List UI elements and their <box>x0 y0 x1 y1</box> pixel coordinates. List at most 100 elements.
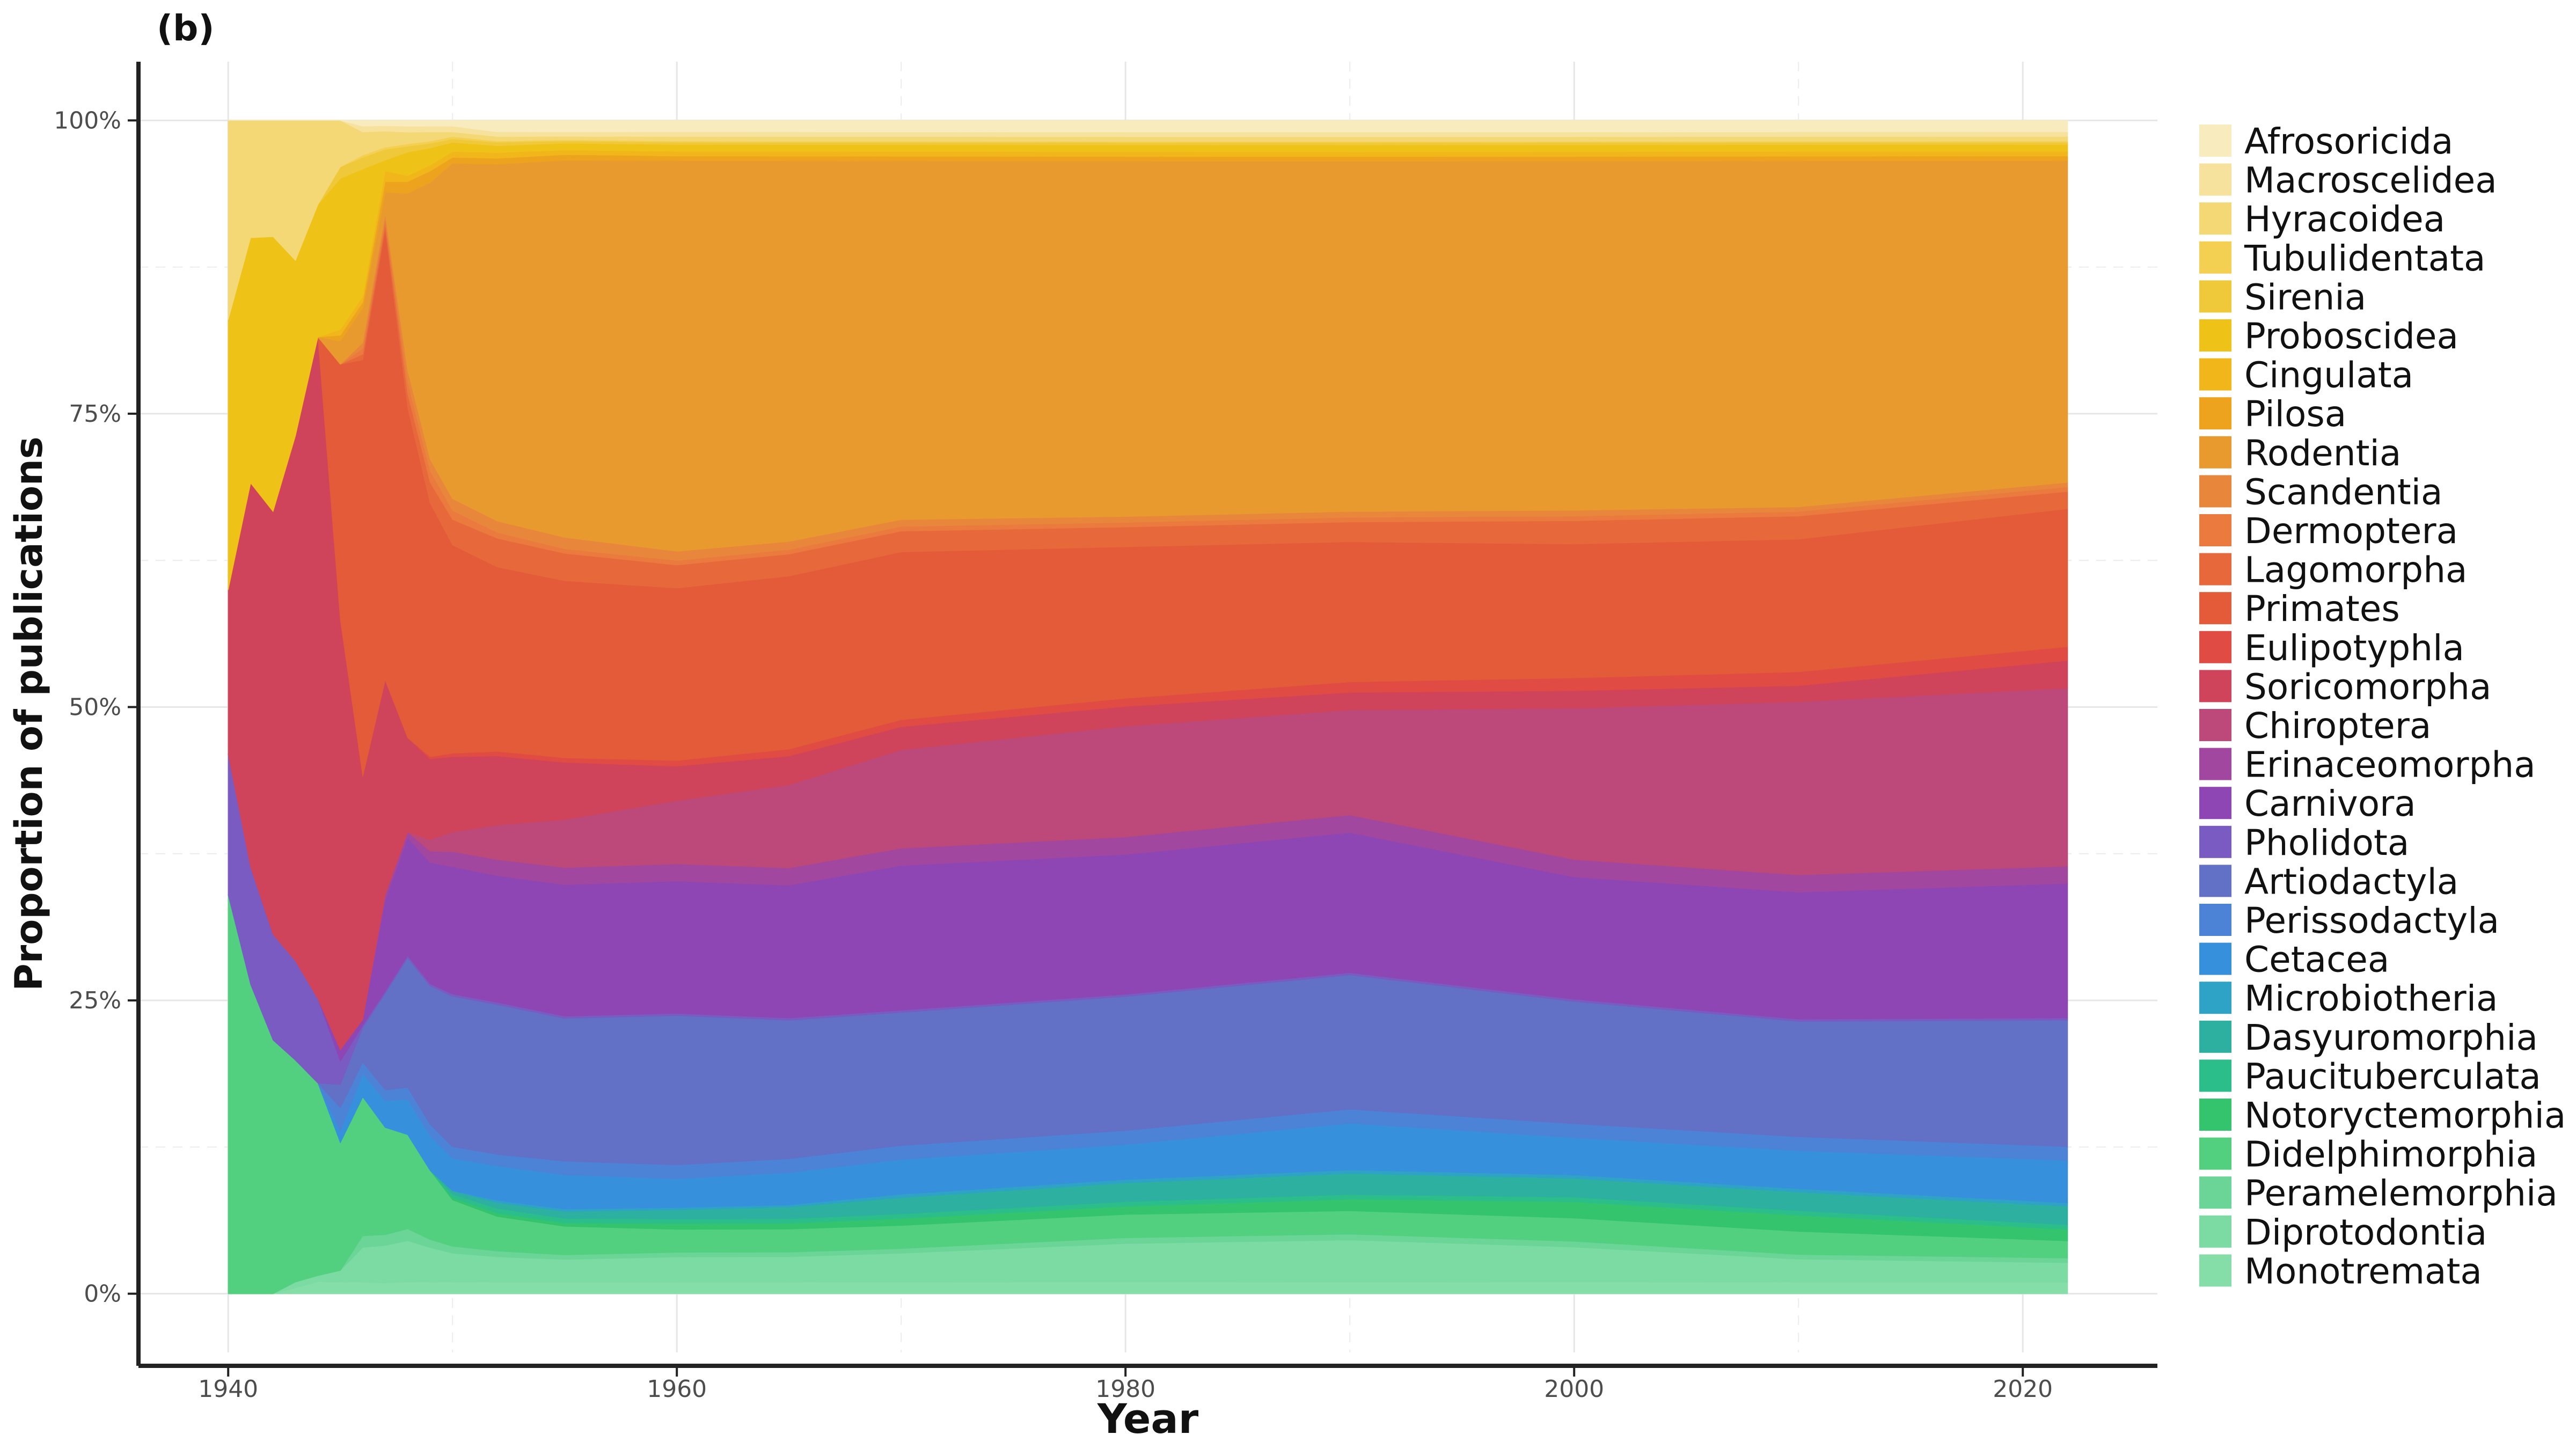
legend-swatch <box>2199 1059 2231 1092</box>
legend-item-diprotodontia: Diprotodontia <box>2199 1212 2487 1253</box>
legend-item-eulipotyphla: Eulipotyphla <box>2199 627 2464 669</box>
legend-item-sirenia: Sirenia <box>2199 276 2366 318</box>
legend-swatch <box>2199 982 2231 1014</box>
legend-swatch <box>2199 202 2231 235</box>
legend-swatch <box>2199 475 2231 508</box>
legend-item-scandentia: Scandentia <box>2199 471 2442 513</box>
y-tick-label: 100% <box>54 107 121 134</box>
legend-swatch <box>2199 865 2231 897</box>
legend-swatch <box>2199 1020 2231 1053</box>
legend-swatch <box>2199 358 2231 391</box>
x-tick-label: 1940 <box>198 1375 258 1403</box>
y-ticks: 0% 25% 50% 75% 100% <box>54 107 138 1308</box>
legend-swatch <box>2199 125 2231 157</box>
legend-swatch <box>2199 163 2231 196</box>
legend-swatch <box>2199 1176 2231 1209</box>
legend-label: Chiroptera <box>2244 705 2431 747</box>
legend-swatch <box>2199 592 2231 625</box>
legend-label: Lagomorpha <box>2244 550 2467 591</box>
legend-swatch <box>2199 709 2231 741</box>
legend-swatch <box>2199 748 2231 780</box>
legend-item-proboscidea: Proboscidea <box>2199 316 2458 357</box>
legend-item-artiodactyla: Artiodactyla <box>2199 861 2458 902</box>
legend-label: Soricomorpha <box>2244 666 2491 707</box>
legend-item-dermoptera: Dermoptera <box>2199 510 2458 552</box>
legend-label: Erinaceomorpha <box>2244 744 2536 786</box>
legend-label: Rodentia <box>2244 433 2401 474</box>
x-tick-label: 2020 <box>1993 1375 2053 1403</box>
legend-item-carnivora: Carnivora <box>2199 783 2416 824</box>
legend-label: Proboscidea <box>2244 316 2458 357</box>
legend-swatch <box>2199 1254 2231 1287</box>
legend-label: Monotremata <box>2244 1250 2482 1292</box>
legend-item-microbiotheria: Microbiotheria <box>2199 978 2498 1019</box>
legend-swatch <box>2199 942 2231 975</box>
legend-label: Didelphimorphia <box>2244 1134 2537 1175</box>
legend-item-lagomorpha: Lagomorpha <box>2199 550 2467 591</box>
legend-item-monotremata: Monotremata <box>2199 1250 2482 1292</box>
legend-item-peramelemorphia: Peramelemorphia <box>2199 1173 2558 1214</box>
legend-label: Microbiotheria <box>2244 978 2498 1019</box>
legend-label: Cingulata <box>2244 355 2413 396</box>
panel-label: (b) <box>157 8 215 49</box>
legend-item-notoryctemorphia: Notoryctemorphia <box>2199 1095 2566 1136</box>
legend-swatch <box>2199 825 2231 858</box>
legend-swatch <box>2199 553 2231 586</box>
legend-label: Cetacea <box>2244 939 2389 980</box>
legend-item-hyracoidea: Hyracoidea <box>2199 199 2445 240</box>
legend-item-pholidota: Pholidota <box>2199 822 2409 863</box>
legend-swatch <box>2199 670 2231 702</box>
legend-label: Paucituberculata <box>2244 1056 2541 1097</box>
legend-swatch <box>2199 436 2231 469</box>
legend-label: Eulipotyphla <box>2244 627 2464 669</box>
legend-item-tubulidentata: Tubulidentata <box>2199 238 2486 279</box>
legend-label: Perissodactyla <box>2244 900 2499 941</box>
legend-swatch <box>2199 1215 2231 1248</box>
legend-item-soricomorpha: Soricomorpha <box>2199 666 2491 707</box>
legend-label: Scandentia <box>2244 471 2442 513</box>
x-axis-title: Year <box>1097 1395 1199 1443</box>
legend-item-paucituberculata: Paucituberculata <box>2199 1056 2541 1097</box>
legend: AfrosoricidaMacroscelideaHyracoideaTubul… <box>2199 121 2566 1292</box>
y-tick-label: 75% <box>69 400 121 428</box>
x-ticks: 1940 1960 1980 2000 2020 <box>198 1366 2053 1403</box>
legend-swatch <box>2199 631 2231 663</box>
legend-item-primates: Primates <box>2199 588 2400 630</box>
legend-swatch <box>2199 241 2231 274</box>
y-tick-label: 25% <box>69 987 121 1014</box>
legend-item-perissodactyla: Perissodactyla <box>2199 900 2499 941</box>
legend-swatch <box>2199 1137 2231 1170</box>
legend-label: Peramelemorphia <box>2244 1173 2558 1214</box>
legend-item-cetacea: Cetacea <box>2199 939 2389 980</box>
legend-label: Macroscelidea <box>2244 160 2497 201</box>
legend-item-chiroptera: Chiroptera <box>2199 705 2431 747</box>
legend-item-macroscelidea: Macroscelidea <box>2199 160 2497 201</box>
legend-item-dasyuromorphia: Dasyuromorphia <box>2199 1017 2538 1058</box>
legend-item-didelphimorphia: Didelphimorphia <box>2199 1134 2537 1175</box>
y-tick-label: 0% <box>84 1280 121 1308</box>
legend-label: Artiodactyla <box>2244 861 2458 902</box>
legend-label: Primates <box>2244 588 2400 630</box>
legend-item-afrosoricida: Afrosoricida <box>2199 121 2453 162</box>
x-tick-label: 1960 <box>647 1375 707 1403</box>
legend-swatch <box>2199 280 2231 313</box>
legend-label: Pholidota <box>2244 822 2409 863</box>
legend-item-rodentia: Rodentia <box>2199 433 2401 474</box>
axes <box>136 62 2157 1368</box>
x-tick-label: 1980 <box>1095 1375 1155 1403</box>
area-monotremata <box>228 1281 2068 1294</box>
y-axis-title: Proportion of publications <box>7 436 51 991</box>
legend-label: Diprotodontia <box>2244 1212 2487 1253</box>
y-tick-label: 50% <box>69 694 121 721</box>
legend-label: Notoryctemorphia <box>2244 1095 2566 1136</box>
area-series <box>228 120 2068 1294</box>
legend-swatch <box>2199 397 2231 430</box>
legend-label: Tubulidentata <box>2244 238 2486 279</box>
legend-label: Dermoptera <box>2244 510 2458 552</box>
legend-label: Afrosoricida <box>2244 121 2453 162</box>
legend-label: Sirenia <box>2244 276 2366 318</box>
legend-item-pilosa: Pilosa <box>2199 393 2346 435</box>
legend-swatch <box>2199 904 2231 936</box>
legend-swatch <box>2199 514 2231 546</box>
